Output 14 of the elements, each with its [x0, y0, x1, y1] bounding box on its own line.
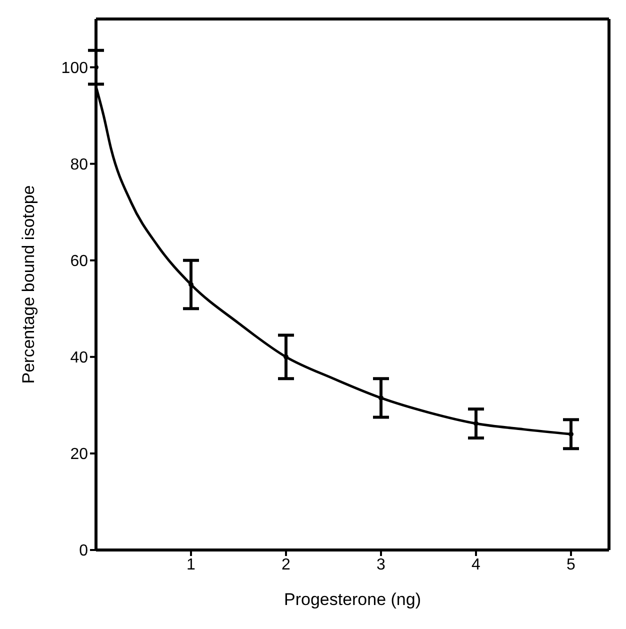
x-tick-label: 4 [472, 556, 481, 574]
x-axis-title: Progesterone (ng) [284, 590, 422, 609]
y-tick-label: 40 [70, 350, 88, 367]
y-axis-title: Percentage bound isotope [19, 185, 38, 384]
y-tick-label: 80 [70, 156, 88, 174]
y-tick-label: 20 [70, 446, 88, 464]
y-tick-label: 0 [79, 542, 88, 560]
x-tick-label: 1 [186, 556, 196, 574]
x-tick-label: 2 [282, 556, 291, 574]
x-tick-label: 5 [566, 556, 576, 574]
y-tick-label: 100 [61, 60, 88, 77]
y-tick-label: 60 [70, 253, 88, 270]
x-tick-label: 3 [376, 556, 386, 574]
point [188, 282, 194, 287]
